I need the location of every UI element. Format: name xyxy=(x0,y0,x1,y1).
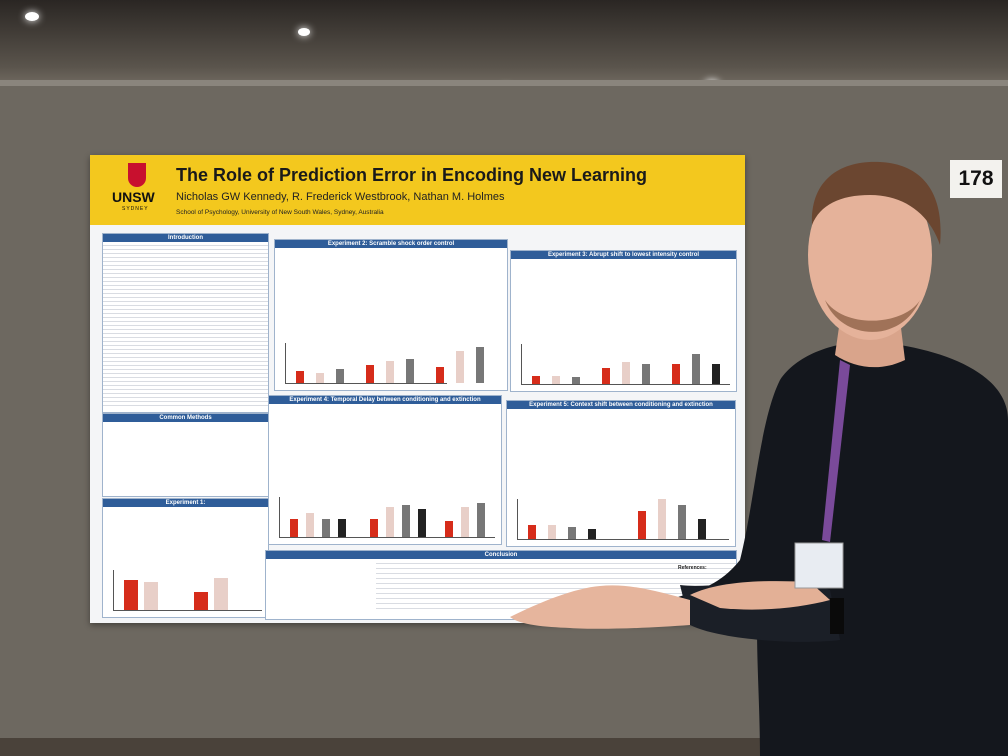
poster-header xyxy=(90,155,745,225)
bar xyxy=(456,351,464,383)
section: Experiment 4: Temporal Delay between con… xyxy=(268,395,502,545)
section-title: Experiment 2: Scramble shock order contr… xyxy=(275,240,507,248)
section: Experiment 3: Abrupt shift to lowest int… xyxy=(510,250,737,392)
ceiling-light xyxy=(298,28,310,36)
logo-text: UNSW xyxy=(112,189,155,205)
bar xyxy=(622,362,630,384)
head xyxy=(808,170,932,340)
section: Experiment 2: Scramble shock order contr… xyxy=(274,239,508,391)
hair xyxy=(811,161,941,245)
section-text xyxy=(103,242,268,406)
ceiling xyxy=(0,0,1008,95)
bar xyxy=(678,505,686,539)
ceiling-light xyxy=(25,12,39,21)
bar xyxy=(658,499,666,539)
bar xyxy=(406,359,414,383)
bar xyxy=(588,529,596,539)
bar xyxy=(386,361,394,383)
chart xyxy=(521,344,730,385)
bar xyxy=(602,368,610,384)
bar xyxy=(461,507,469,537)
bar xyxy=(296,371,304,383)
bar xyxy=(672,364,680,384)
watch xyxy=(830,598,844,634)
bar xyxy=(642,364,650,384)
floor xyxy=(0,738,1008,756)
bar xyxy=(436,367,444,383)
chart xyxy=(113,570,262,611)
bar xyxy=(214,578,228,610)
bar xyxy=(124,580,138,610)
bar xyxy=(418,509,426,537)
section-title: Common Methods xyxy=(103,414,268,422)
chart xyxy=(285,343,484,384)
bar xyxy=(316,373,324,383)
bar xyxy=(338,519,346,537)
section-title: Introduction xyxy=(103,234,268,242)
bar xyxy=(548,525,556,539)
logo-city: SYDNEY xyxy=(122,206,149,212)
bar xyxy=(306,513,314,537)
bar xyxy=(572,377,580,384)
bar xyxy=(712,364,720,384)
bar xyxy=(336,369,344,383)
board-number: 178 xyxy=(950,160,1002,198)
section-title: Experiment 5: Context shift between cond… xyxy=(507,401,735,409)
bar xyxy=(370,519,378,537)
bar xyxy=(445,521,453,537)
bar xyxy=(194,592,208,610)
poster-affiliation: School of Psychology, University of New … xyxy=(176,209,384,216)
beard xyxy=(825,300,920,332)
bar xyxy=(366,365,374,383)
references-label: References: xyxy=(678,565,707,571)
logo-crest xyxy=(128,163,146,187)
hand xyxy=(510,585,690,629)
bar xyxy=(290,519,298,537)
bar xyxy=(692,354,700,384)
bar xyxy=(144,582,158,610)
bar xyxy=(698,519,706,539)
bar xyxy=(477,503,485,537)
section-title: Experiment 1: xyxy=(103,499,268,507)
bar xyxy=(568,527,576,539)
bar xyxy=(638,511,646,539)
chart xyxy=(279,497,495,538)
bar xyxy=(552,376,560,384)
bar xyxy=(476,347,484,383)
bar xyxy=(386,507,394,537)
chart xyxy=(517,499,729,540)
poster-authors: Nicholas GW Kennedy, R. Frederick Westbr… xyxy=(176,191,505,203)
bar xyxy=(322,519,330,537)
bar xyxy=(528,525,536,539)
section: Experiment 5: Context shift between cond… xyxy=(506,400,736,547)
badge xyxy=(794,542,844,589)
poster: UNSW SYDNEY The Role of Prediction Error… xyxy=(90,155,745,623)
section: Introduction xyxy=(102,233,269,413)
bar xyxy=(402,505,410,537)
bar xyxy=(532,376,540,384)
section-title: Conclusion xyxy=(266,551,736,559)
poster-title: The Role of Prediction Error in Encoding… xyxy=(176,165,648,185)
section: Experiment 1: xyxy=(102,498,269,618)
section-title: Experiment 4: Temporal Delay between con… xyxy=(269,396,501,404)
section-title: Experiment 3: Abrupt shift to lowest int… xyxy=(511,251,736,259)
lanyard xyxy=(822,360,850,542)
